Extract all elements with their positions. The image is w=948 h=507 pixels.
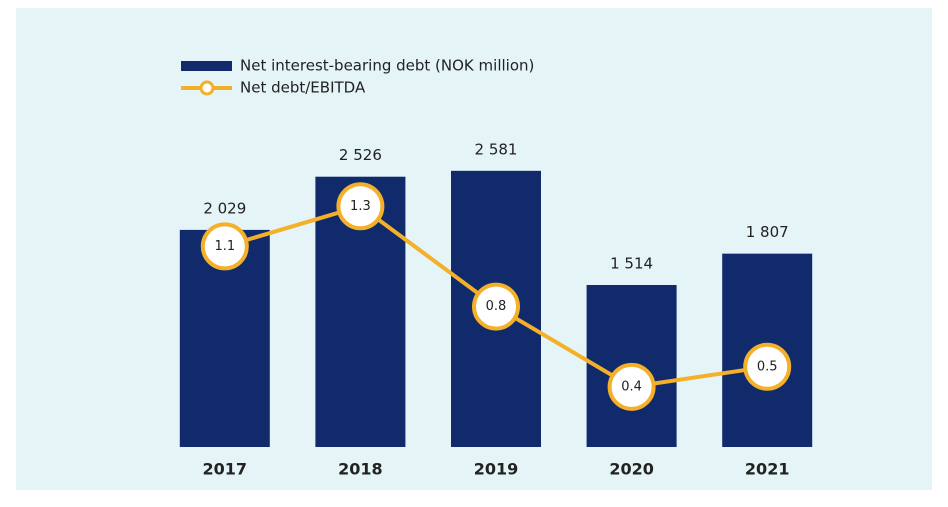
x-tick-label: 2018: [338, 460, 383, 479]
point: [607, 362, 656, 411]
data-label: 1.1: [214, 239, 235, 254]
point: [472, 282, 520, 331]
x-tick-label: 2021: [745, 460, 790, 479]
data-label: 0.4: [621, 379, 642, 394]
data-label: 2 581: [475, 140, 518, 158]
x-tick-label: 2019: [474, 460, 519, 479]
legend-label: Net debt/EBITDA: [240, 79, 366, 97]
point: [336, 182, 385, 231]
data-label: 1 807: [746, 223, 789, 241]
x-tick-label: 2017: [203, 460, 248, 479]
point: [200, 222, 249, 271]
data-label: 1 514: [610, 255, 653, 273]
legend-swatch: [199, 80, 215, 96]
data-label: 0.5: [757, 359, 778, 374]
point: [743, 342, 792, 391]
data-label: 2 526: [339, 146, 382, 164]
legend-swatch: [181, 61, 232, 71]
x-tick-label: 2020: [609, 460, 654, 479]
data-label: 0.8: [486, 299, 507, 314]
data-label: 1.3: [350, 199, 371, 214]
data-label: 2 029: [203, 199, 246, 217]
legend-label: Net interest-bearing debt (NOK million): [240, 57, 534, 75]
